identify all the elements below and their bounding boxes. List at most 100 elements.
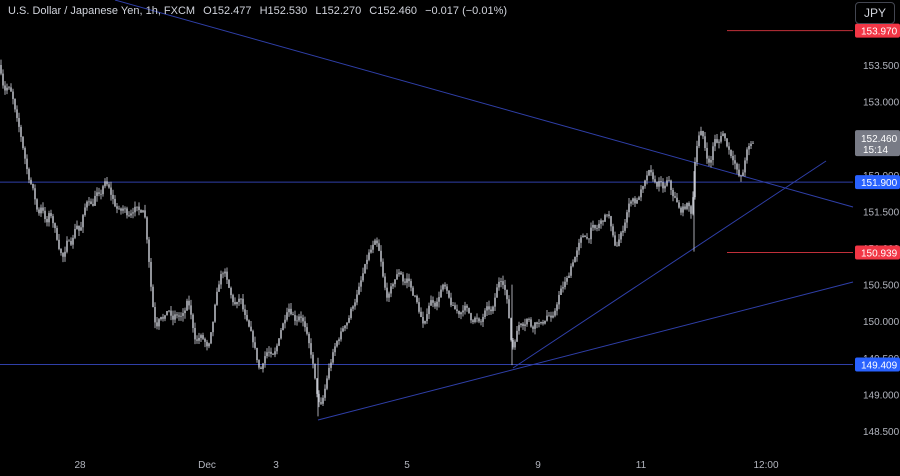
candle-body: [552, 315, 554, 318]
candle-body: [608, 214, 610, 217]
candle-body: [558, 294, 560, 305]
candle: [28, 167, 30, 184]
candle-body: [748, 146, 750, 150]
candle: [260, 366, 262, 370]
candle: [152, 284, 154, 308]
candle: [366, 254, 368, 270]
candle-body: [146, 217, 148, 240]
candle: [574, 256, 576, 263]
price-label: 149.409: [855, 357, 900, 372]
candle: [598, 220, 600, 231]
candle-body: [212, 321, 214, 333]
candle-body: [684, 206, 686, 209]
candle: [242, 293, 244, 312]
candle-body: [480, 321, 482, 323]
candle: [620, 231, 622, 244]
candle-body: [714, 139, 716, 147]
candle: [232, 293, 234, 306]
candle: [24, 146, 26, 165]
candle-body: [306, 327, 308, 334]
candle: [110, 181, 112, 201]
candle: [126, 206, 128, 219]
price-label: 151.900: [855, 175, 900, 190]
candle-body: [506, 289, 508, 300]
candle: [422, 311, 424, 328]
candle: [384, 273, 386, 291]
candle-body: [90, 201, 92, 205]
candle: [346, 322, 348, 330]
candle-body: [702, 130, 704, 137]
candle: [314, 363, 316, 380]
candle-body: [86, 201, 88, 208]
candle: [450, 292, 452, 308]
candle: [382, 258, 384, 278]
candle: [704, 132, 706, 151]
candle: [484, 308, 486, 320]
candle: [510, 317, 512, 342]
candle-body: [642, 186, 644, 190]
candle-body: [554, 310, 556, 316]
candle: [344, 325, 346, 332]
candle: [174, 310, 176, 323]
candle-body: [392, 284, 394, 287]
candle-body: [376, 240, 378, 244]
candle-body: [48, 213, 50, 223]
candle: [220, 270, 222, 289]
candle: [394, 279, 396, 288]
candle: [160, 316, 162, 321]
candle: [282, 322, 284, 331]
candle: [230, 286, 232, 299]
candle-body: [290, 308, 292, 315]
candle: [108, 181, 110, 189]
candle-body: [292, 314, 294, 316]
candle: [712, 142, 714, 166]
candle-body: [364, 264, 366, 274]
candle-body: [442, 284, 444, 290]
candle: [492, 305, 494, 314]
candle: [718, 139, 720, 149]
candle: [724, 133, 726, 142]
candle-body: [752, 142, 754, 144]
candle: [460, 311, 462, 320]
candle-body: [678, 202, 680, 208]
candle-body: [738, 169, 740, 176]
candle-body: [244, 309, 246, 316]
candle-body: [208, 343, 210, 347]
candle: [452, 302, 454, 307]
candle-body: [324, 388, 326, 398]
candle-body: [584, 235, 586, 238]
candle-body: [452, 305, 454, 307]
candle-body: [688, 202, 690, 207]
candle: [188, 295, 190, 310]
candle-body: [706, 147, 708, 159]
candle: [738, 163, 740, 178]
candle-body: [124, 208, 126, 210]
candle: [238, 294, 240, 306]
candle-body: [620, 232, 622, 240]
candle-body: [304, 321, 306, 328]
candle: [212, 321, 214, 337]
candle-body: [122, 208, 124, 211]
candle-body: [548, 315, 550, 317]
candle: [168, 310, 170, 313]
candle-body: [630, 201, 632, 204]
candle-body: [720, 136, 722, 142]
currency-button[interactable]: JPY: [855, 2, 895, 24]
candle-body: [446, 286, 448, 291]
candle-body: [114, 198, 116, 207]
candle-body: [496, 287, 498, 298]
candle-body: [594, 225, 596, 229]
candle-body: [516, 330, 518, 342]
candle-body: [34, 188, 36, 200]
time-tick-label: 11: [636, 460, 647, 471]
candle-body: [570, 266, 572, 276]
candle: [94, 190, 96, 207]
candle-body: [488, 306, 490, 310]
candle: [302, 314, 304, 327]
candle-body: [440, 289, 442, 298]
candle: [686, 202, 688, 211]
candle-body: [740, 175, 742, 177]
candle-body: [470, 313, 472, 321]
candle-body: [298, 316, 300, 321]
